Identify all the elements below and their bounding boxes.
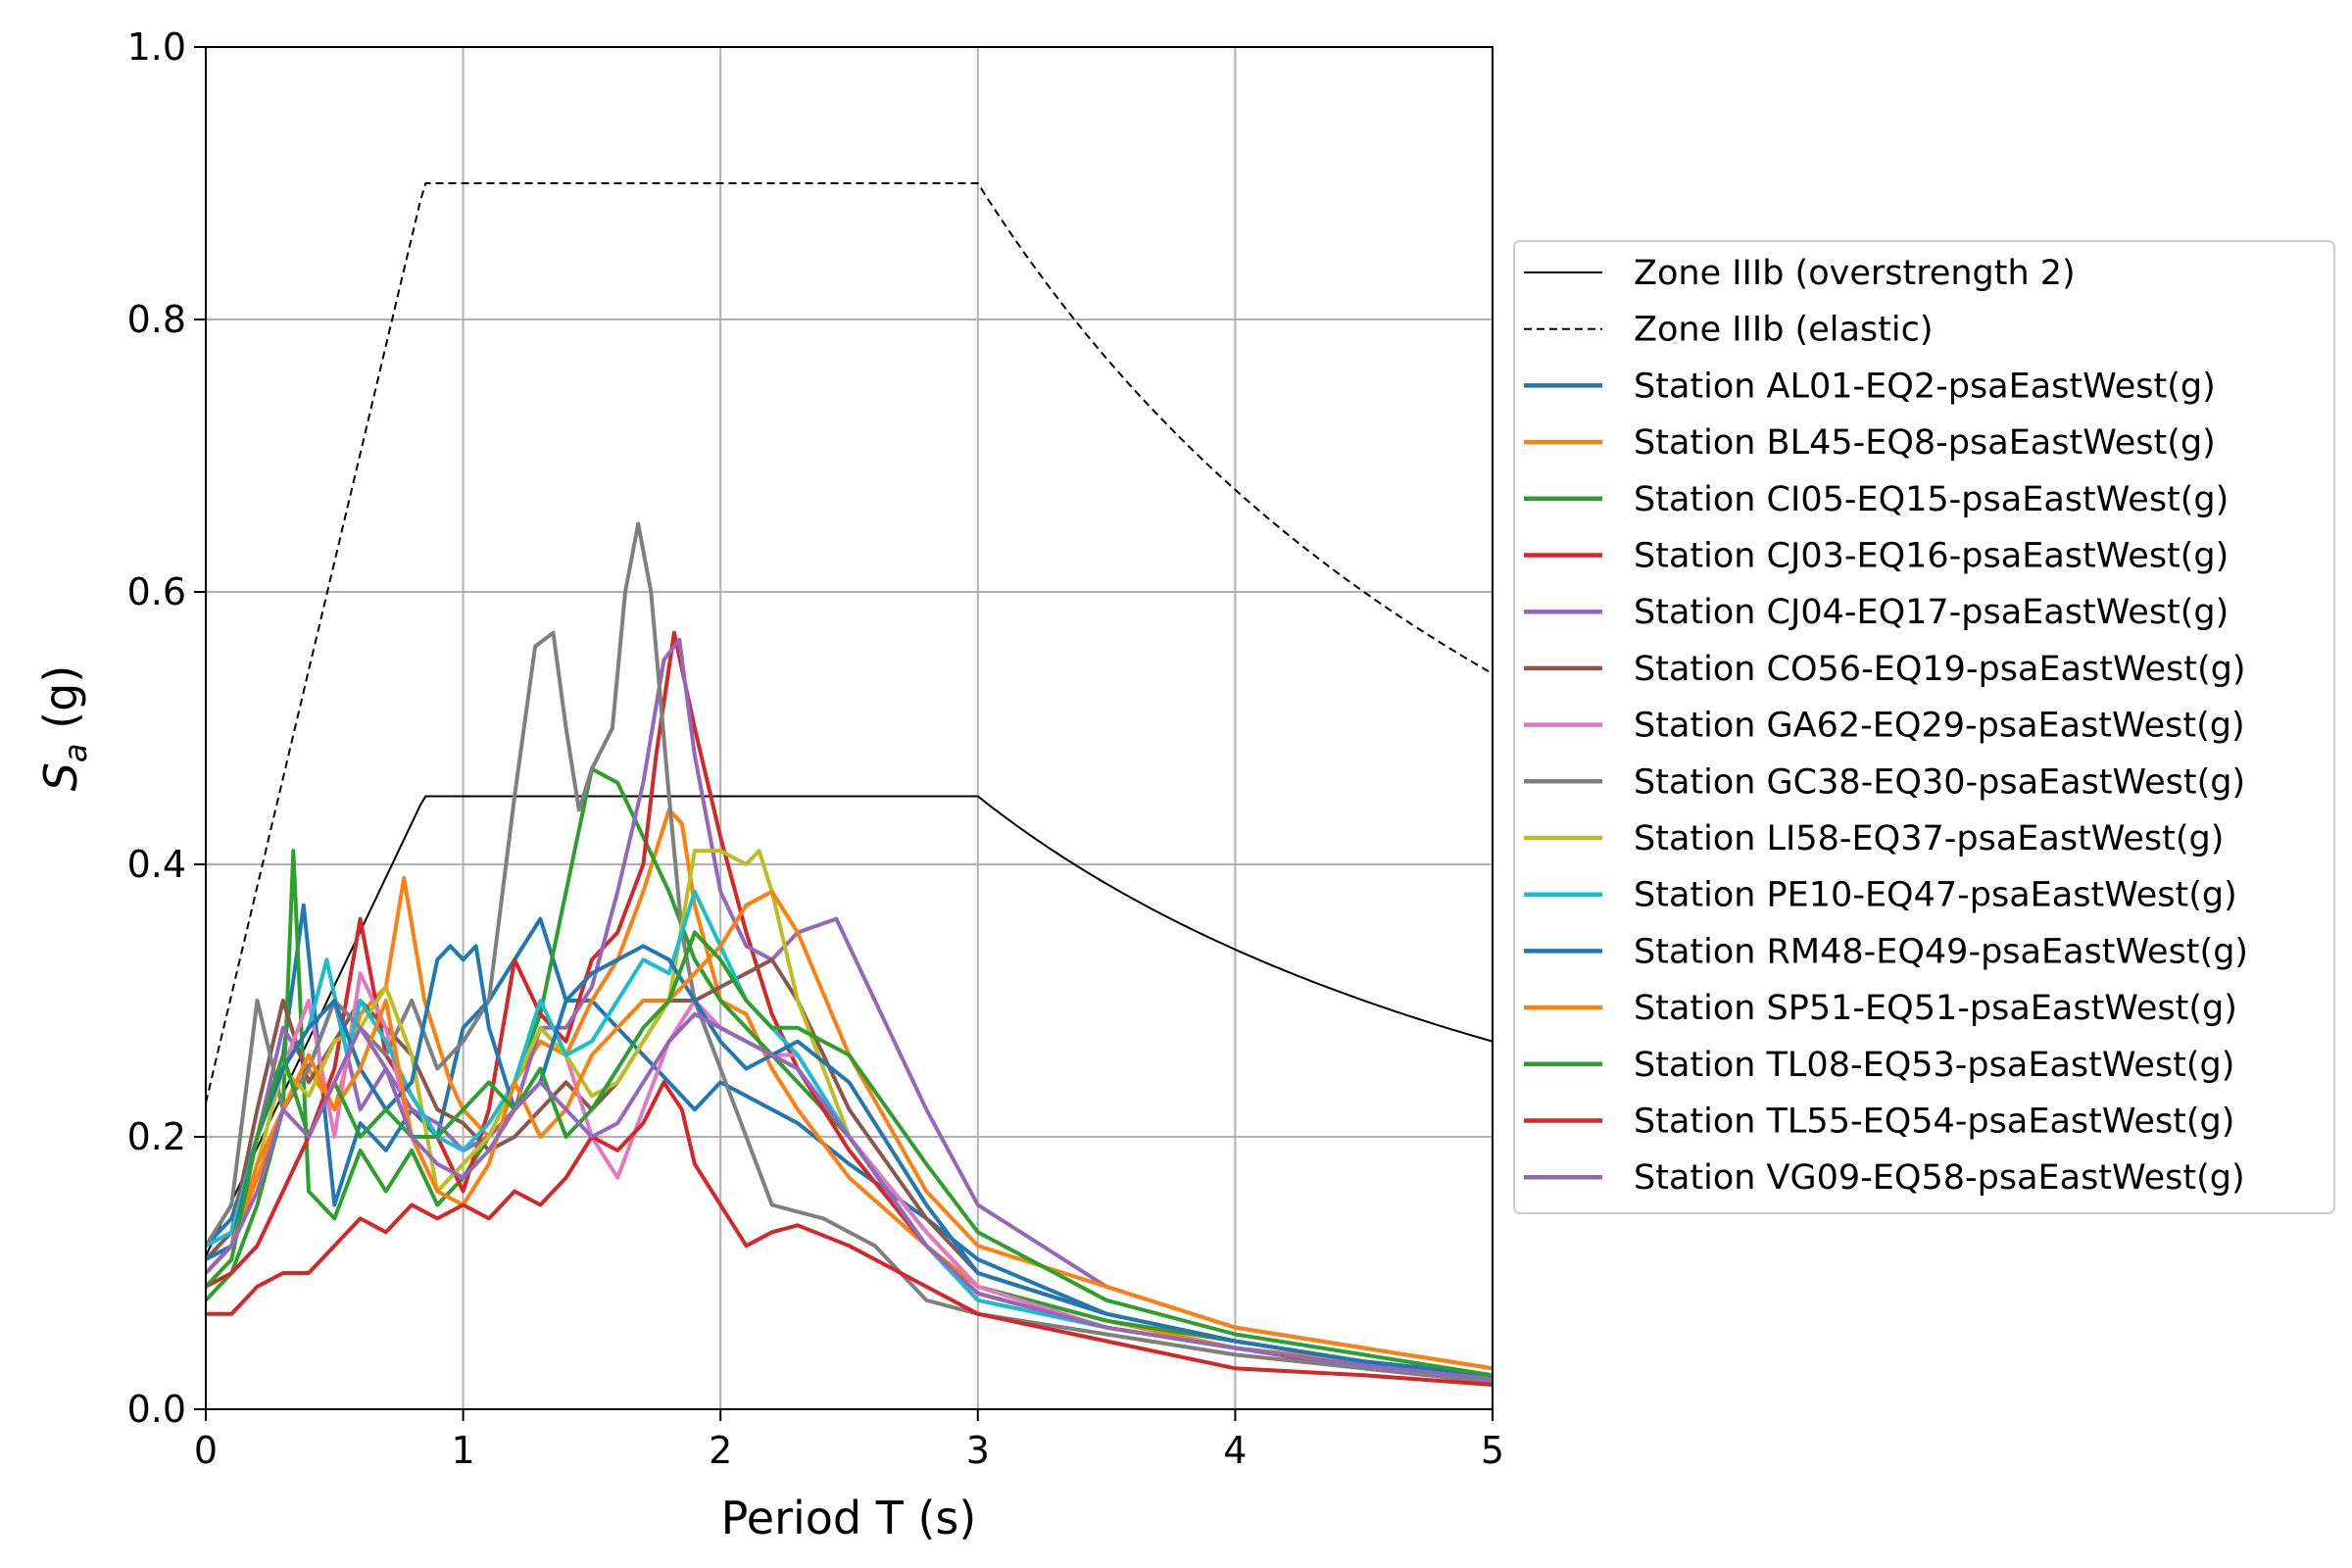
y-axis-label-subscript: a xyxy=(57,743,94,762)
y-tick-label: 0.6 xyxy=(127,570,186,613)
legend: Zone IIIb (overstrength 2) Zone IIIb (ela… xyxy=(1513,240,2335,1214)
legend-entry-label: Station CI05-EQ15-psaEastWest(g) xyxy=(1634,480,2229,519)
legend-entry-label: Station TL08-EQ53-psaEastWest(g) xyxy=(1634,1046,2234,1085)
x-tick-label: 2 xyxy=(709,1429,732,1472)
legend-entry-label: Station LI58-EQ37-psaEastWest(g) xyxy=(1634,819,2224,858)
legend-entry-label: Station TL55-EQ54-psaEastWest(g) xyxy=(1634,1102,2234,1142)
legend-entry-label: Station BL45-EQ8-psaEastWest(g) xyxy=(1634,423,2216,463)
design-spectrum-line xyxy=(206,182,1493,1103)
legend-entry-label: Station SP51-EQ51-psaEastWest(g) xyxy=(1634,989,2237,1028)
legend-entry-label: Station AL01-EQ2-psaEastWest(g) xyxy=(1634,367,2216,406)
x-tick-label: 3 xyxy=(966,1429,990,1472)
series-line xyxy=(206,944,1493,1378)
legend-entry-label: Station CJ03-EQ16-psaEastWest(g) xyxy=(1634,537,2229,576)
legend-entry-label: Station RM48-EQ49-psaEastWest(g) xyxy=(1634,932,2248,971)
y-tick-label: 0.0 xyxy=(127,1388,186,1431)
legend-entry-label: Station VG09-EQ58-psaEastWest(g) xyxy=(1634,1158,2245,1198)
plot-background xyxy=(206,47,1493,1409)
y-tick-label: 0.8 xyxy=(127,298,186,341)
y-axis-label: Sa (g) xyxy=(34,665,94,792)
series-line xyxy=(206,1080,1493,1387)
design-spectrum-line xyxy=(206,795,1493,1257)
y-tick-label: 0.4 xyxy=(127,843,186,886)
y-axis-label-symbol: S xyxy=(34,762,87,791)
legend-entry-label: Zone IIIb (elastic) xyxy=(1634,311,1933,350)
series-line xyxy=(206,1011,1493,1382)
legend-entry-label: Station CJ04-EQ17-psaEastWest(g) xyxy=(1634,593,2229,632)
legend-frame xyxy=(1513,240,2335,1214)
y-axis-label-unit: (g) xyxy=(34,665,87,744)
x-tick-label: 1 xyxy=(452,1429,475,1472)
axis-ticks: 0 1 2 3 4 5 0.0 0.2 0.4 0.6 0.8 1.0 xyxy=(127,25,1505,1472)
x-tick-label: 0 xyxy=(194,1429,218,1472)
x-tick-label: 5 xyxy=(1481,1429,1504,1472)
legend-entry-label: Station CO56-EQ19-psaEastWest(g) xyxy=(1634,650,2246,689)
legend-entry-label: Station GC38-EQ30-psaEastWest(g) xyxy=(1634,762,2245,802)
series-line xyxy=(206,889,1493,1371)
x-axis-label: Period T (s) xyxy=(721,1492,977,1544)
legend-entry-label: Station GA62-EQ29-psaEastWest(g) xyxy=(1634,707,2245,746)
plot-frame xyxy=(205,46,1494,1410)
y-tick-label: 1.0 xyxy=(127,25,186,69)
legend-entry-label: Zone IIIb (overstrength 2) xyxy=(1634,254,2076,293)
legend-entry-label: Station PE10-EQ47-psaEastWest(g) xyxy=(1634,876,2237,915)
series-layer xyxy=(206,182,1493,1387)
x-tick-label: 4 xyxy=(1223,1429,1247,1472)
y-tick-label: 0.2 xyxy=(127,1115,186,1158)
